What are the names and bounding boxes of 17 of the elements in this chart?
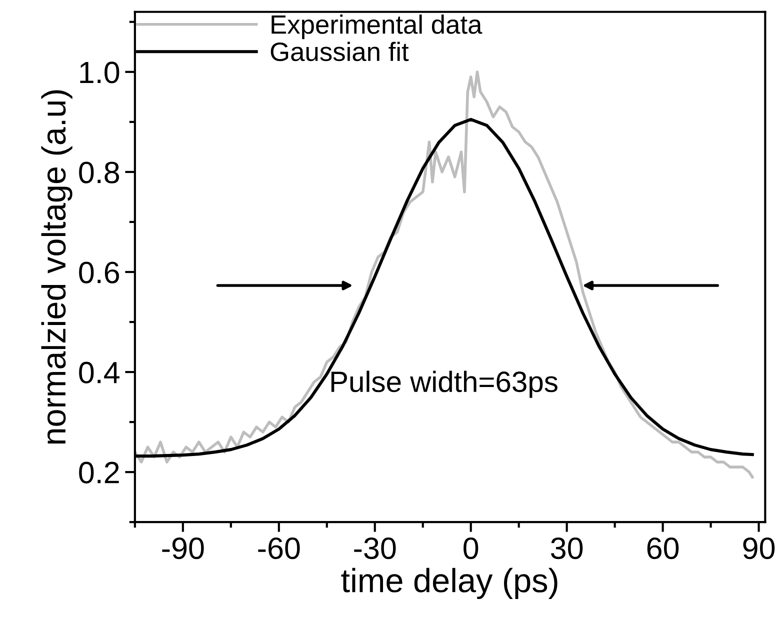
y-tick-label: 0.6 [79, 262, 120, 284]
x-tick-label: -30 [354, 537, 396, 560]
x-tick-label: -90 [162, 537, 204, 560]
y-tick-label: 0.8 [79, 162, 120, 184]
x-tick-label: 0 [464, 537, 478, 560]
y-axis-title: normalzied voltage (a.u) [41, 90, 72, 444]
legend-label: Experimental data [272, 14, 482, 40]
annotation: Pulse width=63ps [331, 370, 558, 398]
x-tick-label: 60 [647, 537, 679, 560]
y-tick-label: 0.2 [79, 462, 119, 484]
y-tick-label: 1.0 [80, 62, 120, 84]
x-tick-label: 30 [551, 537, 583, 560]
x-axis-title: time delay (ps) [341, 568, 558, 599]
x-tick-label: 90 [743, 537, 775, 560]
legend-label: Gaussian fit [270, 42, 409, 62]
x-tick-label: -60 [258, 537, 300, 560]
y-tick-label: 0.4 [79, 362, 120, 384]
